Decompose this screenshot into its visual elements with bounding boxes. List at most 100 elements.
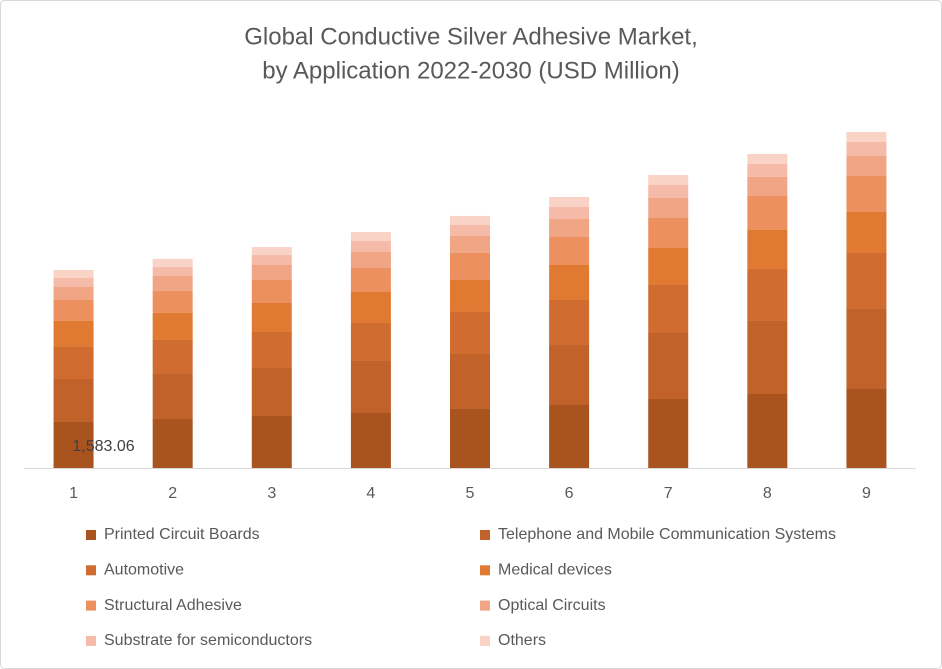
bar-segment [53, 378, 94, 422]
bar-segment [846, 156, 887, 177]
x-tick-label: 1 [69, 485, 78, 502]
bar-segment [846, 176, 887, 213]
bar-segment [747, 393, 788, 468]
bar-segment [152, 290, 193, 313]
legend-swatch [480, 600, 490, 611]
bar-segment [450, 279, 490, 312]
bar-segment [152, 312, 193, 340]
bar-segment [450, 252, 490, 280]
chart-title: by Application 2022-2030 (USD Million) [262, 57, 680, 84]
bar-segment [251, 415, 292, 468]
bar-segment [450, 311, 490, 354]
x-tick-label: 8 [763, 485, 772, 502]
bar-segment [350, 241, 391, 253]
bar-segment [450, 353, 490, 409]
bar-segment [152, 275, 193, 291]
bar-segment [648, 398, 689, 468]
bar-segment [747, 195, 788, 230]
bar-segment [152, 266, 193, 276]
legend-swatch [86, 635, 96, 646]
bar-segment [549, 237, 590, 265]
bar-segment [648, 332, 689, 399]
legend-swatch [86, 600, 96, 611]
bar-segment [251, 302, 292, 333]
bar-segment [350, 292, 391, 323]
bar-segment [648, 197, 689, 218]
legend-label: Printed Circuit Boards [104, 526, 260, 543]
bar-segment [549, 197, 590, 208]
bar-segment [152, 258, 193, 267]
legend-label: Others [498, 632, 546, 649]
x-tick-label: 2 [168, 485, 177, 502]
bar-segment [251, 279, 292, 303]
bar-segment [53, 287, 94, 300]
bar-segment [549, 207, 590, 220]
bar-segment [549, 300, 590, 346]
bar-segment [747, 268, 788, 321]
bar-segment [648, 284, 689, 333]
x-tick-label: 3 [267, 485, 276, 502]
x-tick-label: 9 [862, 485, 871, 502]
bar-segment [747, 320, 788, 394]
x-tick-label: 7 [664, 485, 673, 502]
bar-segment [450, 408, 490, 468]
bar-segment [747, 163, 788, 177]
bar-segment [350, 360, 391, 413]
legend-swatch [86, 565, 96, 576]
legend-label: Automotive [104, 562, 184, 579]
bar-segment [549, 345, 590, 406]
bar-segment [450, 224, 490, 236]
bar-segment [747, 229, 788, 269]
bar-segment [747, 153, 788, 164]
bar-segment [53, 299, 94, 321]
bar-segment [846, 132, 887, 143]
bar-segment [350, 267, 391, 293]
bar-segment [53, 277, 94, 288]
bar-segment [251, 264, 292, 280]
bar-segment [648, 174, 689, 185]
legend-label: Substrate for semiconductors [104, 632, 312, 649]
legend-swatch [480, 565, 490, 576]
legend-swatch [86, 530, 96, 540]
bar-segment [549, 219, 590, 238]
bar-segment [350, 252, 391, 268]
data-label: 1,583.06 [72, 438, 134, 455]
bar-segment [350, 322, 391, 361]
bar-segment [648, 184, 689, 198]
legend-label: Medical devices [498, 562, 612, 579]
bar-segment [251, 367, 292, 416]
bar-segment [450, 215, 490, 225]
bar-segment [152, 339, 193, 374]
bar-segment [846, 212, 887, 253]
bar-segment [152, 373, 193, 419]
legend-swatch [480, 530, 490, 540]
bar-segment [53, 269, 94, 278]
bar-segment [251, 254, 292, 265]
bar-segment [53, 320, 94, 347]
legend-swatch [480, 635, 490, 646]
legend-label: Optical Circuits [498, 597, 606, 614]
bar-segment [450, 235, 490, 253]
bar-segment [549, 264, 590, 300]
legend-label: Telephone and Mobile Communication Syste… [498, 526, 836, 543]
chart-title: Global Conductive Silver Adhesive Market… [244, 23, 698, 50]
bar-segment [251, 332, 292, 368]
bar-segment [648, 247, 689, 285]
x-tick-label: 5 [466, 485, 475, 502]
bar-segment [251, 247, 292, 255]
bar-segment [846, 308, 887, 389]
bar-segment [53, 346, 94, 379]
bar-segment [549, 405, 590, 468]
bar-segment [350, 232, 391, 242]
bar-segment [846, 388, 887, 468]
bar-segment [747, 176, 788, 196]
bar-segment [648, 217, 689, 248]
bar-segment [846, 142, 887, 157]
legend-label: Structural Adhesive [104, 597, 242, 614]
bar-segment [846, 252, 887, 309]
bar-segment [350, 412, 391, 468]
bar-segment [53, 421, 94, 468]
x-tick-label: 4 [366, 485, 375, 502]
bar-segment [152, 418, 193, 468]
